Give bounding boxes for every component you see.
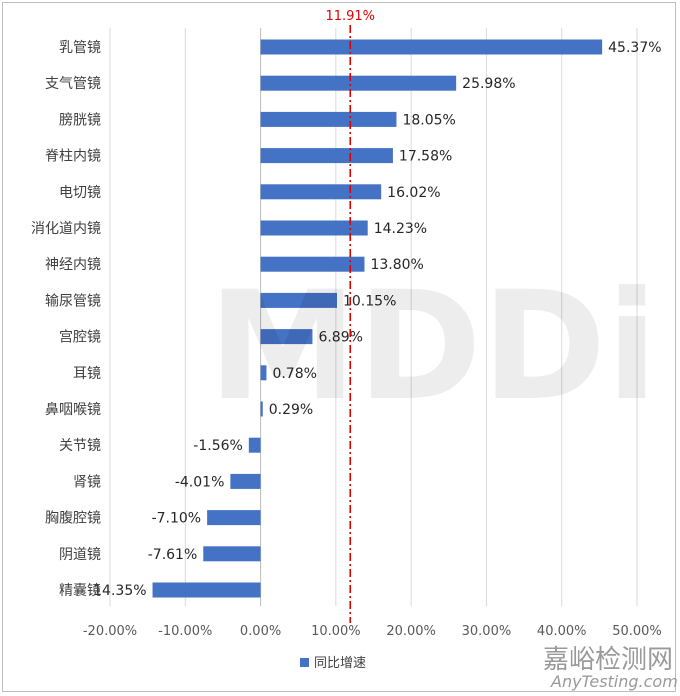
category-label: 关节镜: [59, 438, 101, 454]
category-label: 脊柱内镜: [45, 149, 101, 165]
data-label: 25.98%: [462, 76, 515, 92]
bar: [260, 39, 603, 55]
category-label: 输尿管镜: [45, 293, 101, 309]
category-label: 阴道镜: [59, 547, 101, 563]
bar: [260, 365, 267, 381]
bar: [260, 401, 263, 417]
bar: [260, 184, 382, 200]
bar: [260, 329, 313, 345]
category-label: 乳管镜: [59, 40, 101, 56]
data-label: 13.80%: [370, 257, 423, 273]
bar: [260, 256, 365, 272]
data-label: 16.02%: [387, 185, 440, 201]
category-label: 鼻咽喉镜: [45, 401, 101, 418]
data-label: -7.61%: [148, 547, 198, 563]
category-label: 肾镜: [73, 474, 101, 490]
bar: [207, 510, 261, 526]
data-label: 14.35%: [93, 583, 146, 599]
bar: [260, 111, 397, 127]
legend: 同比增速: [300, 656, 366, 671]
legend-swatch: [300, 658, 309, 667]
bar: [260, 148, 393, 164]
x-tick-label: 0.00%: [240, 624, 281, 639]
watermark-logo: MDDi: [208, 260, 658, 434]
x-tick-label: 30.00%: [462, 624, 512, 639]
bar: [260, 220, 368, 236]
bar: [260, 75, 457, 91]
bar: [203, 546, 261, 562]
category-label: 耳镜: [73, 366, 101, 382]
bars: [152, 39, 603, 598]
data-label: 0.29%: [269, 402, 313, 418]
category-label: 电切镜: [59, 185, 101, 201]
x-tick-label: 50.00%: [612, 624, 662, 639]
data-label: 10.15%: [343, 293, 396, 309]
data-label: 18.05%: [402, 112, 455, 128]
category-label: 支气管镜: [45, 76, 101, 92]
data-label: -4.01%: [175, 474, 225, 490]
data-label: -7.10%: [152, 511, 202, 527]
watermark-brand-en: AnyTesting.com: [550, 672, 677, 691]
x-tick-label: -20.00%: [83, 624, 137, 639]
data-label: 0.78%: [272, 366, 316, 382]
x-tick-label: -10.00%: [158, 624, 212, 639]
bar-chart: 45.37% 25.98% 18.05% 17.58% 16.02% 14.23% 13.8…: [31, 9, 677, 691]
data-label: 45.37%: [608, 40, 661, 56]
x-tick-label: 20.00%: [386, 624, 436, 639]
category-labels: 乳管镜支气管镜膀胱镜脊柱内镜电切镜消化道内镜神经内镜输尿管镜宫腔镜耳镜鼻咽喉镜关…: [31, 40, 101, 599]
x-axis-tick-labels: -20.00% -10.00% 0.00% 10.00% 20.00% 30.00% 40.…: [83, 624, 662, 639]
data-label: 14.23%: [374, 221, 427, 237]
category-label: 膀胱镜: [59, 111, 101, 128]
category-label: 消化道内镜: [31, 221, 101, 237]
x-tick-label: 40.00%: [537, 624, 587, 639]
reference-line-group: 11.91%: [325, 9, 375, 623]
data-label: 17.58%: [399, 149, 452, 165]
watermark-layer: MDDi 嘉峪检测网 AnyTesting.com: [208, 260, 677, 691]
reference-line-label: 11.91%: [325, 9, 375, 24]
category-label: 神经内镜: [45, 257, 101, 273]
watermark-brand-cn: 嘉峪检测网: [543, 645, 673, 675]
bar: [260, 292, 337, 308]
category-label: 宫腔镜: [59, 330, 101, 346]
legend-label-series: 同比增速: [314, 656, 366, 671]
x-tick-label: 10.00%: [311, 624, 361, 639]
bar: [152, 582, 261, 598]
data-label: 6.89%: [318, 330, 362, 346]
data-labels: 45.37% 25.98% 18.05% 17.58% 16.02% 14.23% 13.8…: [93, 40, 661, 599]
bar: [248, 437, 261, 453]
bar: [230, 473, 261, 489]
category-label: 胸腹腔镜: [45, 510, 101, 527]
category-label: 精囊镜: [59, 582, 101, 599]
data-label: -1.56%: [193, 438, 243, 454]
